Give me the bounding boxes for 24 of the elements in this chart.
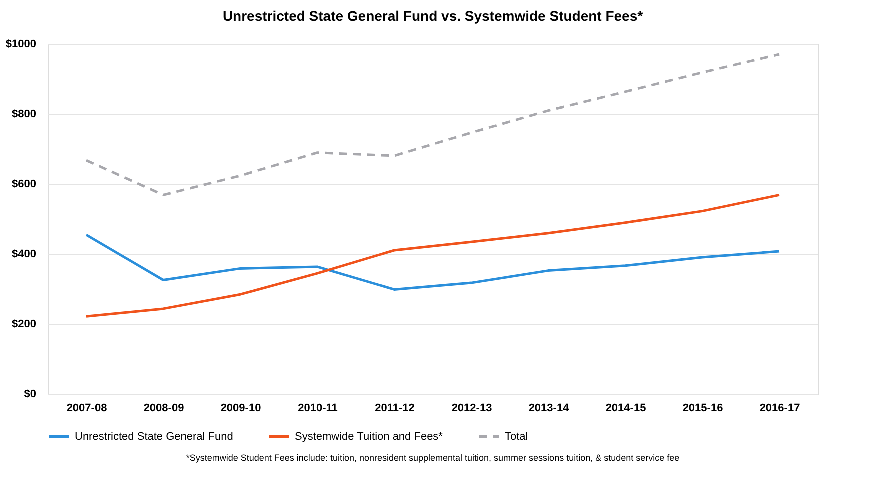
text: *Systemwide Student Fees include: tuition, nonresident supplemental tuition, summer sessions tuition, & student service fee (186, 453, 680, 463)
line-series (85, 194, 781, 318)
x-tick-label: 2012-13 (452, 402, 492, 414)
x-tick-label: 2014-15 (606, 402, 646, 414)
x-tick-label: 2013-14 (528, 402, 570, 414)
y-tick-label: $400 (12, 248, 36, 260)
line-series (85, 234, 781, 291)
x-tick-label: 2008-09 (144, 402, 184, 414)
x-tick-label: 2015-16 (682, 402, 724, 414)
x-tick-label: 2007-08 (66, 402, 108, 414)
y-tick-label: $0 (24, 388, 36, 400)
chart-title: Unrestricted State General Fund vs. Systemwide Student Fees* (222, 8, 644, 24)
y-tick-label: $200 (12, 318, 36, 330)
y-tick-label: $1000 (6, 38, 36, 50)
legend-label: Systemwide Tuition and Fees* (295, 430, 444, 443)
x-tick-label: 2009-10 (220, 402, 262, 414)
legend-label: Total (505, 430, 528, 443)
line-series (85, 53, 781, 196)
y-tick-label: $600 (12, 178, 36, 190)
legend-label: Unrestricted State General Fund (75, 430, 234, 443)
x-tick-label: 2011-12 (375, 402, 415, 414)
y-tick-label: $800 (12, 108, 36, 120)
x-tick-label: 2010-11 (298, 402, 338, 414)
x-tick-label: 2016-17 (760, 402, 800, 414)
